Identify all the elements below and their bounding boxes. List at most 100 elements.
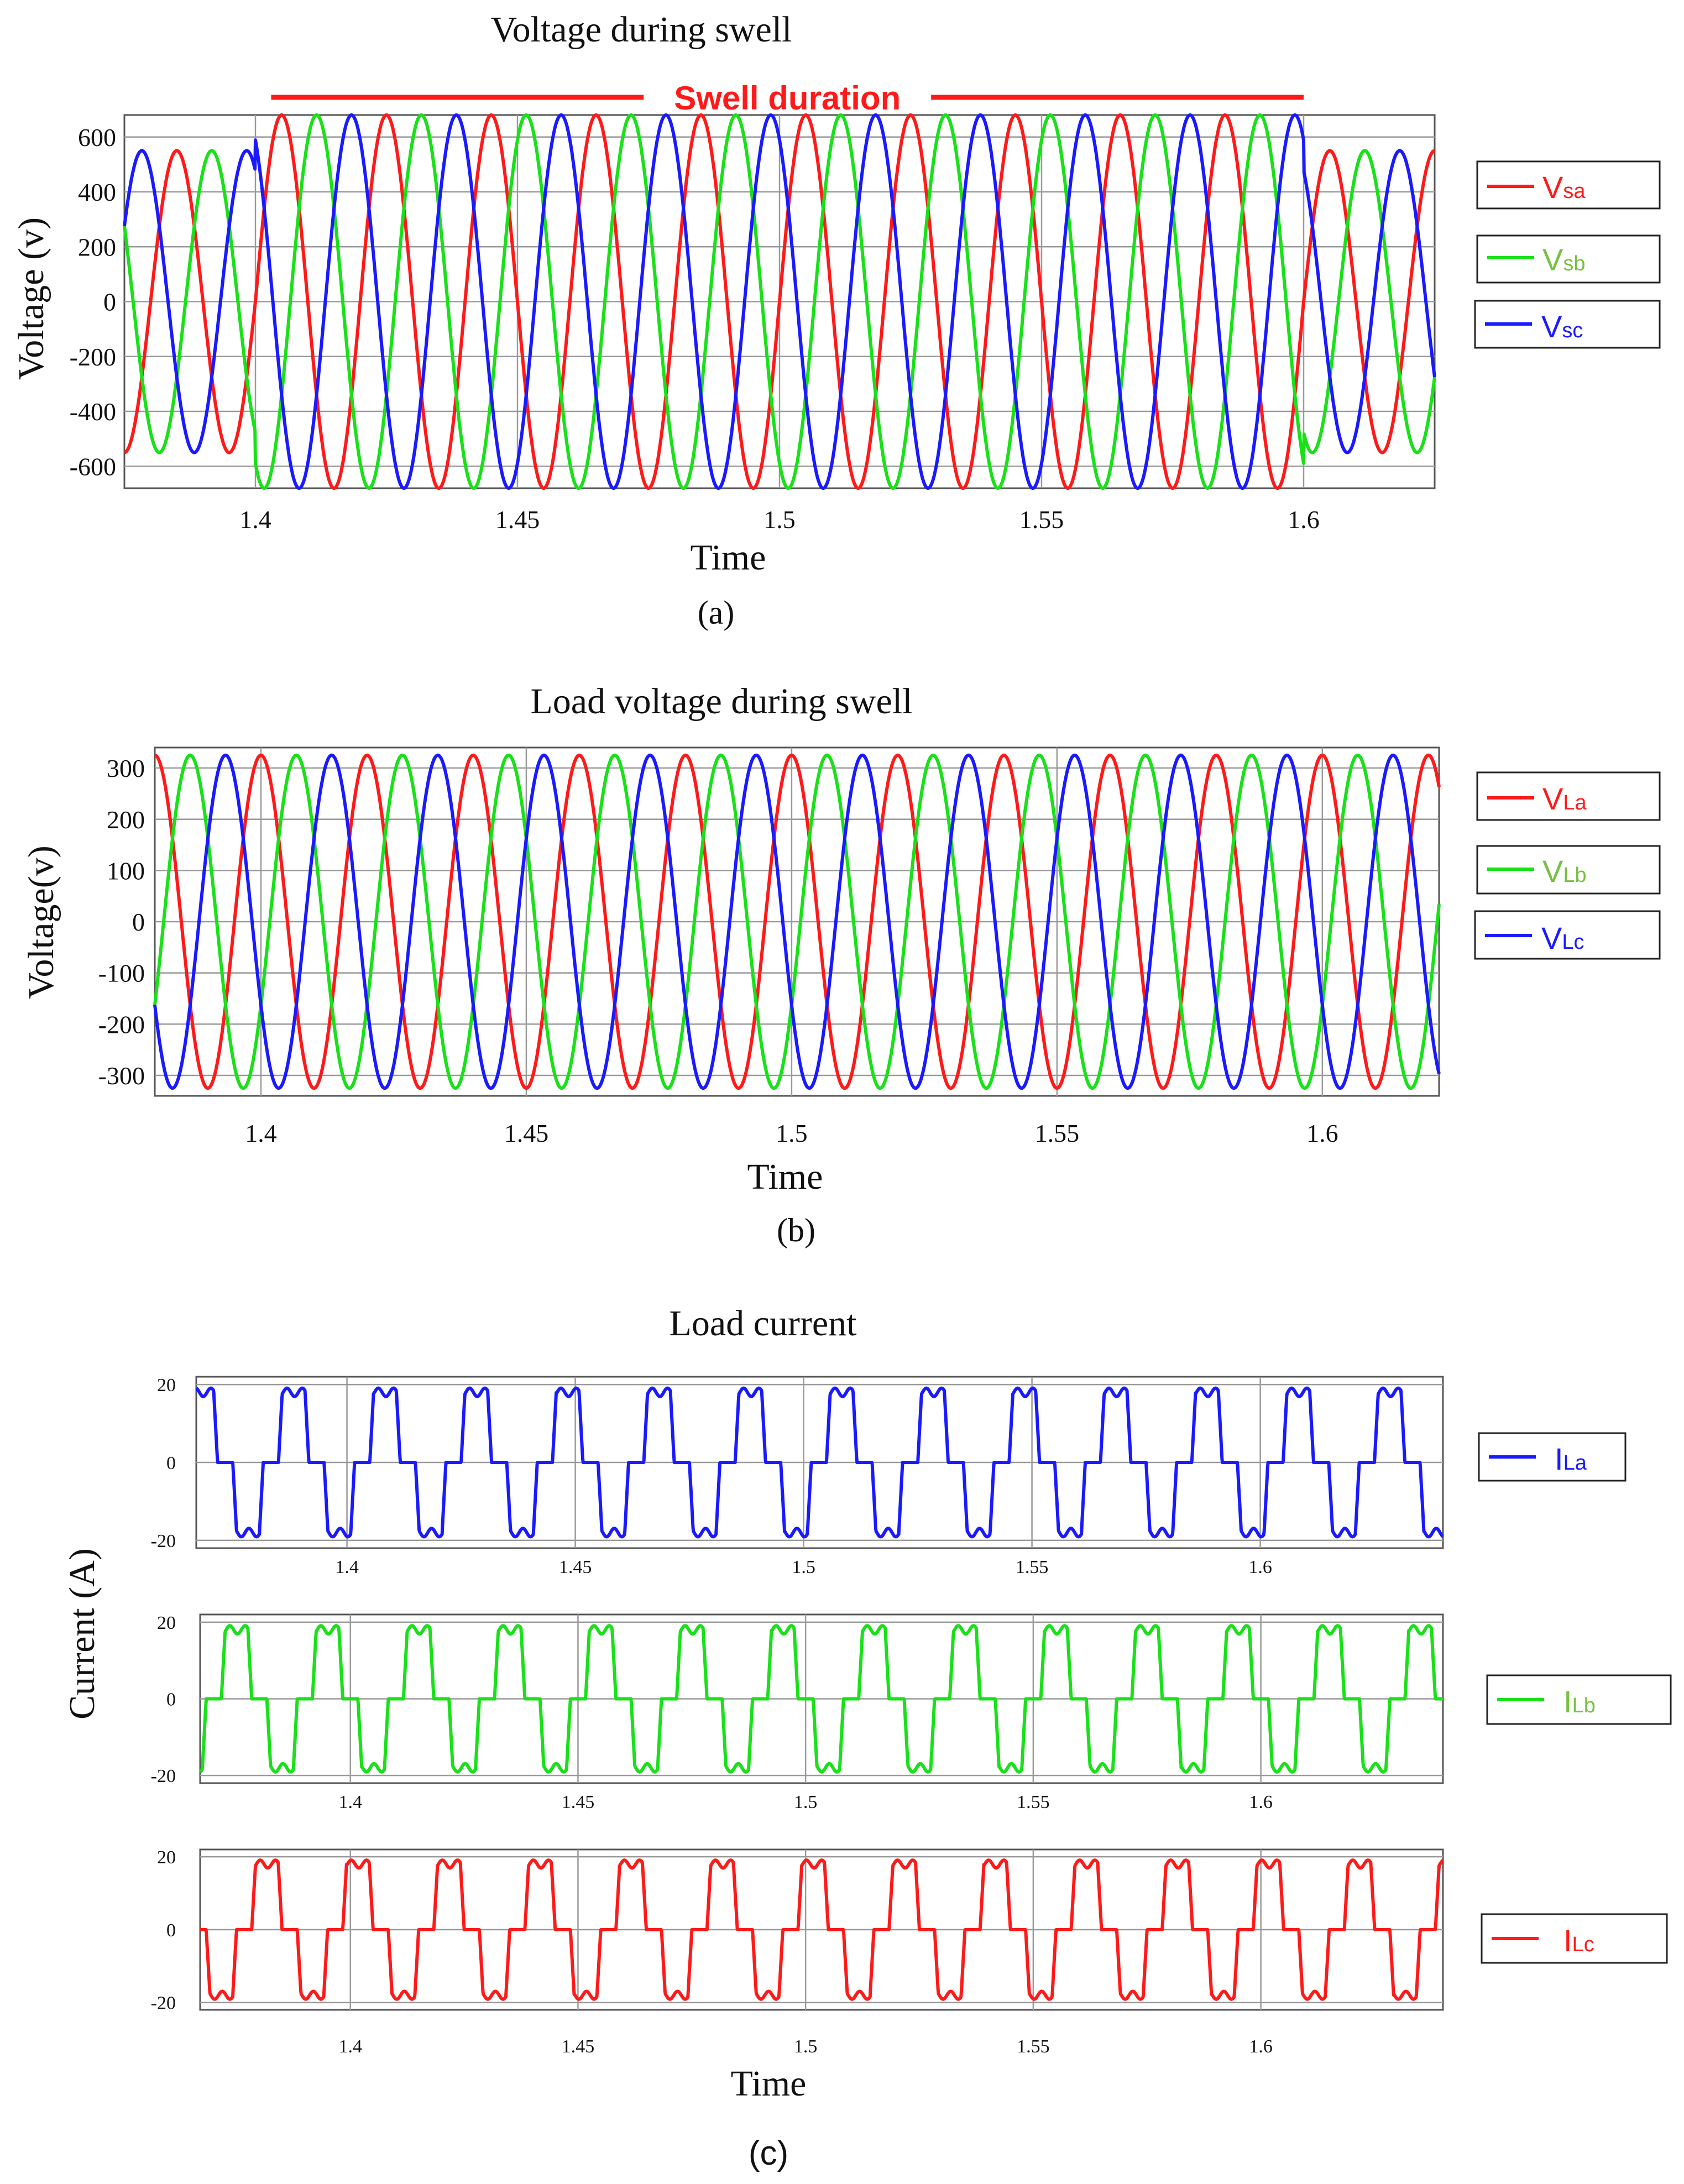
panel-c2-y-tick-label: 0 [166,1689,176,1710]
legend-item-ilb: ILb [1486,1674,1672,1725]
legend-label-ila: ILa [1555,1441,1587,1476]
panel-b-ylabel: Voltage(v) [21,845,61,999]
panel-c1-traces [195,1386,1445,1539]
trace-ilb [198,1624,1445,1774]
trace-vlc [153,753,1441,1090]
legend-item-vsa: Vsa [1476,160,1661,210]
panel-b-grid [155,748,1439,1096]
panel-c3-traces [198,1858,1445,2001]
panel-a-y-tick-label: -600 [70,452,116,480]
legend-label-ilc: ILc [1563,1923,1594,1958]
panel-b-y-tick-label: 200 [107,806,145,834]
panel-a-xlabel: Time [691,537,766,578]
panel-c1-y-tick-label: 20 [157,1375,176,1396]
panel-c: Load current 20 0 -20 1.4 1.45 1.5 1.55 1.6 20… [62,1303,1672,2172]
legend-label-vlb: VLb [1542,854,1587,889]
panel-a-caption: (a) [698,594,735,631]
trace-ilc [198,1858,1445,2001]
panel-c3-x-ticks: 1.4 1.45 1.5 1.55 1.6 [338,2036,1272,2057]
panel-b-x-tick-label: 1.6 [1306,1119,1338,1147]
legend-item-vla: VLa [1476,771,1661,821]
panel-b-y-ticks: 300 200 100 0 -100 -200 -300 [98,754,145,1090]
panel-c3-x-tick-label: 1.45 [562,2036,595,2057]
panel-a-y-tick-label: -400 [70,398,116,426]
legend-label-vla: VLa [1542,781,1587,816]
panel-a-ylabel: Voltage (v) [11,217,51,380]
panel-c2-x-tick-label: 1.6 [1249,1792,1273,1812]
panel-c3-y-tick-label: 20 [157,1847,176,1868]
panel-c1-x-ticks: 1.4 1.45 1.5 1.55 1.6 [335,1557,1272,1577]
panel-c2-y-ticks: 20 0 -20 [151,1613,176,1786]
panel-c-title: Load current [670,1303,857,1344]
panel-c3-grid [200,1849,1443,2010]
trace-vsc [123,113,1436,490]
panel-c1-x-tick-label: 1.5 [792,1557,815,1577]
panel-b-caption: (b) [777,1212,815,1248]
panel-b-x-ticks: 1.4 1.45 1.5 1.55 1.6 [245,1119,1338,1147]
legend-label-ilb: ILb [1563,1684,1596,1719]
legend-item-vlb: VLb [1476,845,1661,895]
panel-c2-traces [198,1624,1445,1774]
panel-a: Voltage during swell 600 400 200 0 -200 -400 -… [11,9,1661,631]
trace-vsa [123,113,1436,490]
panel-a-x-tick-label: 1.45 [495,505,540,534]
panel-c2-x-ticks: 1.4 1.45 1.5 1.55 1.6 [338,1792,1272,1812]
panel-b-title: Load voltage during swell [530,681,912,722]
panel-a-title: Voltage during swell [490,9,792,50]
panel-c1-x-tick-label: 1.4 [335,1557,359,1577]
panel-b-y-tick-label: 300 [107,754,145,782]
panel-b-y-tick-label: -100 [98,959,145,987]
panel-b-x-tick-label: 1.5 [776,1119,808,1147]
panel-a-y-ticks: 600 400 200 0 -200 -400 -600 [70,123,116,481]
panel-c1-x-tick-label: 1.45 [559,1557,592,1577]
panel-c1-x-tick-label: 1.6 [1248,1557,1272,1577]
panel-c3-x-tick-label: 1.55 [1017,2036,1050,2057]
trace-vlb [153,753,1441,1090]
panel-a-traces [123,113,1436,490]
panel-c3-y-ticks: 20 0 -20 [151,1847,176,2014]
legend-item-ila: ILa [1478,1432,1627,1482]
panel-c2-y-tick-label: 20 [157,1613,176,1633]
panel-c-caption: (c) [749,2134,788,2172]
panel-c2-x-tick-label: 1.5 [794,1792,818,1812]
panel-c1-y-ticks: 20 0 -20 [151,1375,176,1551]
panel-c2-x-tick-label: 1.55 [1017,1792,1050,1812]
legend-label-vsa: Vsa [1542,170,1586,205]
panel-b-xlabel: Time [747,1157,823,1197]
panel-a-y-tick-label: 0 [103,288,116,316]
legend-item-ilc: ILc [1481,1913,1668,1964]
panel-c1-y-tick-label: 0 [166,1453,176,1474]
panel-c3-x-tick-label: 1.4 [338,2036,362,2057]
legend-label-vsb: Vsb [1542,242,1586,277]
panel-c3-y-tick-label: -20 [151,1993,176,2014]
panel-a-x-tick-label: 1.6 [1288,505,1320,534]
panel-a-x-tick-label: 1.55 [1019,505,1064,534]
panel-a-y-tick-label: 200 [78,233,116,261]
panel-b: Load voltage during swell 300 200 100 0 -100… [21,681,1661,1248]
panel-c3-x-tick-label: 1.5 [794,2036,818,2057]
swell-duration-label: Swell duration [674,80,901,117]
panel-c2-x-tick-label: 1.45 [562,1792,595,1812]
panel-c-legend: ILa ILb ILc [1478,1432,1672,1964]
panel-c1-x-tick-label: 1.55 [1016,1557,1049,1577]
panel-b-x-tick-label: 1.55 [1035,1119,1080,1147]
panel-c3-y-tick-label: 0 [166,1920,176,1941]
legend-item-vsc: Vsc [1474,300,1661,349]
panel-c-xlabel: Time [731,2063,807,2104]
panel-b-traces [153,753,1441,1090]
panel-b-y-tick-label: -200 [98,1010,145,1038]
panel-b-y-tick-label: 100 [107,856,145,885]
panel-a-legend: Vsa Vsb Vsc [1474,160,1661,349]
legend-label-vlc: VLc [1541,921,1584,955]
legend-label-vsc: Vsc [1541,309,1583,344]
panel-a-x-tick-label: 1.5 [763,505,796,534]
panel-a-x-tick-label: 1.4 [239,505,271,534]
panel-a-y-tick-label: 400 [78,178,116,206]
trace-vla [153,753,1441,1090]
panel-a-x-ticks: 1.4 1.45 1.5 1.55 1.6 [239,505,1320,534]
legend-item-vsb: Vsb [1476,234,1661,284]
panel-b-x-tick-label: 1.4 [245,1119,277,1147]
panel-c2-y-tick-label: -20 [151,1766,176,1786]
panel-b-x-tick-label: 1.45 [504,1119,549,1147]
